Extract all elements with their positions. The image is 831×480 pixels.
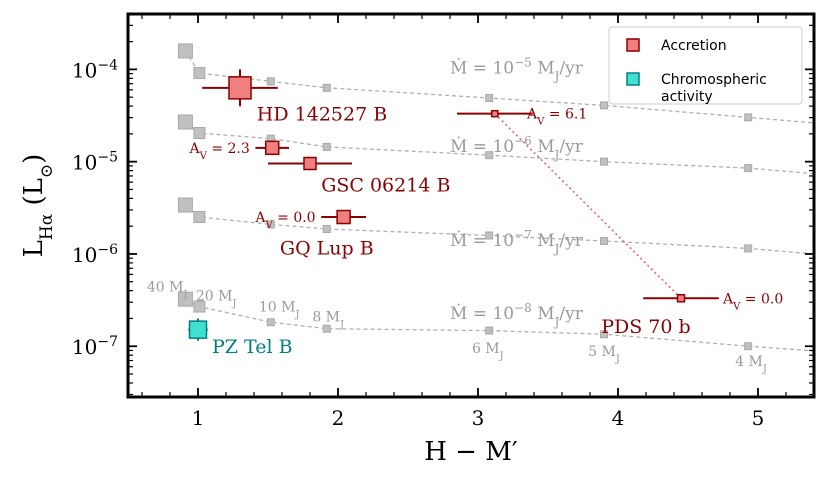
- model-point-3-3: [322, 324, 331, 333]
- object-label-3: PDS 70 b: [601, 316, 690, 338]
- mass-label-1: 20 MJ: [196, 288, 237, 309]
- object-marker-2: [336, 209, 351, 225]
- y-tick-label-3: 10−7: [72, 334, 118, 359]
- axes: 1 2 3 4 5 10−4 10−5 10−6 10−7 H − M′ LHα (L⊙): [19, 12, 816, 467]
- model-point-0-5: [600, 101, 608, 110]
- mdot-label-2: Ṁ = 10−7 MJ/yr: [450, 228, 584, 256]
- model-point-3-2: [266, 318, 275, 327]
- y-tick-label-1: 10−5: [72, 150, 118, 175]
- x-axis-title: H − M′: [424, 437, 518, 467]
- objects: [188, 69, 719, 341]
- legend-marker-1: [626, 72, 640, 86]
- object-marker-1: [303, 156, 317, 171]
- x-tick-label-4: 5: [752, 406, 765, 430]
- av-label-2: AV = 0.0: [254, 210, 315, 231]
- model-point-3-6: [744, 342, 753, 351]
- object-marker-6: [188, 320, 208, 339]
- model-point-0-1: [193, 67, 206, 80]
- model-point-0-3: [322, 83, 331, 92]
- object-marker-3: [676, 294, 686, 303]
- labels: Ṁ = 10−5 MJ/yr Ṁ = 10−6 MJ/yr Ṁ = 10−7 …: [147, 56, 783, 375]
- model-point-0-6: [744, 113, 753, 122]
- legend-box: [608, 26, 803, 105]
- mdot-label-3: Ṁ = 10−8 MJ/yr: [450, 301, 584, 329]
- object-marker-0: [228, 76, 252, 100]
- object-marker-4: [264, 140, 280, 156]
- mass-label-6: 4 MJ: [735, 354, 767, 375]
- object-label-2: GQ Lup B: [280, 237, 374, 259]
- model-track-line-1: [184, 121, 814, 175]
- av-label-1: AV = 2.3: [189, 141, 250, 162]
- model-point-1-0: [177, 114, 193, 130]
- y-tick-label-0: 10−4: [72, 57, 118, 82]
- model-point-2-0: [177, 197, 193, 213]
- extinction-line: [494, 113, 682, 299]
- mass-label-3: 8 MJ: [312, 310, 344, 331]
- model-point-2-2: [266, 220, 275, 229]
- mdot-label-1: Ṁ = 10−6 MJ/yr: [450, 134, 584, 162]
- model-point-3-4: [485, 326, 494, 335]
- model-point-0-2: [266, 77, 275, 86]
- model-point-2-1: [193, 211, 206, 224]
- model-point-1-6: [744, 164, 753, 173]
- model-track-line-2: [184, 204, 814, 255]
- x-tick-label-0: 1: [192, 406, 205, 430]
- mass-label-0: 40 MJ: [147, 279, 188, 300]
- object-label-6: PZ Tel B: [212, 336, 293, 358]
- model-point-2-6: [744, 244, 753, 253]
- mass-label-2: 10 MJ: [259, 300, 300, 321]
- mdot-label-0: Ṁ = 10−5 MJ/yr: [450, 56, 584, 84]
- x-tick-label-3: 4: [612, 406, 625, 430]
- y-axis-title: LHα (L⊙): [19, 154, 57, 258]
- model-point-3-0: [177, 291, 193, 307]
- legend-label-1-0: Chromospheric: [661, 72, 767, 88]
- x-tick-label-2: 3: [472, 406, 485, 430]
- mass-label-4: 6 MJ: [472, 341, 504, 362]
- legend-label-0-0: Accretion: [661, 38, 727, 54]
- av-label-3: AV = 0.0: [722, 291, 783, 312]
- model-point-3-5: [600, 330, 608, 339]
- model-point-0-0: [177, 43, 193, 59]
- model-point-1-4: [485, 151, 494, 160]
- object-label-1: GSC 06214 B: [321, 175, 450, 197]
- y-tick-label-2: 10−6: [72, 242, 118, 267]
- x-tick-label-1: 2: [332, 406, 345, 430]
- object-marker-5: [491, 109, 499, 118]
- model-point-0-4: [485, 93, 494, 102]
- model-tracks: [177, 43, 814, 352]
- model-point-2-4: [485, 231, 494, 240]
- model-point-1-1: [193, 127, 206, 140]
- model-track-line-0: [184, 50, 814, 124]
- legend-marker-0: [626, 38, 640, 52]
- object-label-0: HD 142527 B: [257, 104, 387, 126]
- model-point-1-3: [322, 142, 331, 151]
- model-point-1-5: [600, 157, 608, 166]
- model-point-3-1: [193, 300, 206, 313]
- mass-label-5: 5 MJ: [588, 344, 620, 365]
- model-point-2-3: [322, 225, 331, 234]
- extinction-vector: [494, 113, 682, 299]
- legend-label-1-1: activity: [661, 89, 713, 105]
- plot-frame: [126, 12, 816, 399]
- model-point-2-5: [600, 237, 608, 246]
- model-track-line-3: [185, 298, 814, 352]
- av-label-0: AV = 6.1: [526, 107, 587, 128]
